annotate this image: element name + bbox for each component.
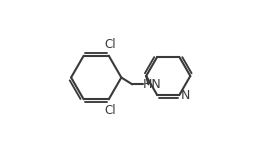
Text: Cl: Cl (104, 104, 116, 117)
Text: HN: HN (143, 78, 162, 91)
Text: N: N (181, 89, 190, 102)
Text: Cl: Cl (104, 38, 116, 51)
